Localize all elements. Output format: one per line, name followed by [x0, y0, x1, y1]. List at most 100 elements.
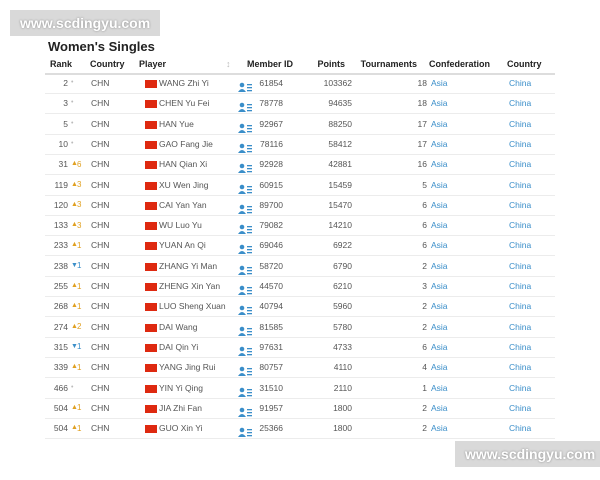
tournaments: 2 — [422, 301, 427, 312]
nation[interactable]: China — [509, 423, 532, 434]
column-header[interactable]: Country — [507, 59, 542, 69]
confederation[interactable]: Asia — [431, 220, 448, 231]
profile-icon[interactable] — [238, 384, 252, 397]
column-header[interactable]: Player — [139, 59, 167, 69]
points: 6790 — [333, 260, 352, 271]
tournaments: 6 — [422, 341, 427, 352]
confederation[interactable]: Asia — [431, 159, 448, 170]
profile-icon[interactable] — [238, 140, 252, 153]
nation[interactable]: China — [509, 179, 532, 190]
column-header[interactable]: Country — [90, 59, 125, 69]
profile-icon[interactable] — [238, 160, 252, 174]
profile-icon[interactable] — [238, 181, 252, 194]
player-name[interactable]: CAI Yan Yan — [159, 199, 207, 210]
nation[interactable]: China — [509, 362, 532, 373]
profile-icon[interactable] — [238, 323, 252, 336]
nation[interactable]: China — [509, 118, 532, 129]
profile-icon[interactable] — [238, 120, 252, 133]
profile-icon[interactable] — [238, 282, 252, 295]
points: 58412 — [328, 138, 352, 149]
profile-glyph — [238, 346, 252, 356]
nation[interactable]: China — [509, 159, 532, 170]
confederation[interactable]: Asia — [431, 240, 448, 251]
confederation[interactable]: Asia — [431, 301, 448, 312]
confederation[interactable]: Asia — [431, 78, 448, 88]
player-name[interactable]: WANG Zhi Yi — [159, 78, 209, 88]
profile-icon[interactable] — [238, 201, 252, 214]
column-header[interactable]: Points — [317, 59, 345, 69]
confederation[interactable]: Asia — [431, 260, 448, 271]
confederation[interactable]: Asia — [431, 199, 448, 210]
player-name[interactable]: DAI Qin Yi — [159, 341, 199, 352]
player-name[interactable]: HAN Yue — [159, 118, 194, 129]
member-id: 91957 — [259, 402, 283, 413]
player-name[interactable]: ZHENG Xin Yan — [159, 281, 221, 291]
profile-icon[interactable] — [238, 262, 252, 275]
nation[interactable]: China — [509, 199, 532, 210]
profile-icon[interactable] — [238, 221, 252, 235]
confederation[interactable]: Asia — [431, 281, 448, 291]
rank-change: 1 — [77, 240, 82, 250]
confederation[interactable]: Asia — [431, 362, 448, 373]
column-header[interactable]: Rank — [49, 59, 72, 69]
column-header[interactable]: Confederation — [429, 59, 491, 69]
player-name[interactable]: WU Luo Yu — [159, 220, 202, 231]
nation[interactable]: China — [509, 78, 532, 88]
nation[interactable]: China — [509, 382, 532, 393]
nation[interactable]: China — [509, 220, 532, 231]
tournaments: 4 — [422, 362, 427, 373]
player-name[interactable]: HAN Qian Xi — [159, 159, 208, 170]
player-name[interactable]: LUO Sheng Xuan — [159, 301, 226, 312]
nation[interactable]: China — [509, 402, 532, 413]
nation[interactable]: China — [509, 240, 532, 251]
nation[interactable]: China — [509, 321, 532, 332]
player-name[interactable]: CHEN Yu Fei — [159, 98, 210, 109]
country-code: CHN — [91, 78, 110, 88]
confederation[interactable]: Asia — [431, 179, 448, 190]
tournaments: 2 — [422, 423, 427, 434]
player-name[interactable]: ZHANG Yi Man — [159, 260, 218, 271]
member-id: 80757 — [259, 362, 283, 373]
nation[interactable]: China — [509, 98, 532, 109]
profile-icon[interactable] — [238, 241, 252, 255]
profile-icon[interactable] — [238, 79, 252, 92]
profile-icon[interactable] — [238, 363, 252, 377]
profile-icon[interactable] — [238, 343, 252, 356]
flag — [145, 262, 157, 271]
confederation[interactable]: Asia — [431, 98, 448, 109]
nation[interactable]: China — [509, 138, 532, 149]
nation[interactable]: China — [509, 341, 532, 352]
nation[interactable]: China — [509, 260, 532, 271]
confederation[interactable]: Asia — [431, 341, 448, 352]
confederation[interactable]: Asia — [431, 402, 448, 413]
rank: 339 — [53, 362, 68, 373]
profile-icon[interactable] — [238, 302, 252, 316]
rank-trend: ▼ — [71, 261, 78, 269]
column-header[interactable]: Tournaments — [360, 59, 417, 69]
row-divider — [45, 377, 555, 379]
profile-icon[interactable] — [238, 99, 252, 113]
profile-icon[interactable] — [238, 404, 252, 417]
profile-icon[interactable] — [238, 424, 252, 438]
player-name[interactable]: GUO Xin Yi — [159, 423, 203, 434]
confederation[interactable]: Asia — [431, 423, 448, 434]
player-name[interactable]: JIA Zhi Fan — [159, 402, 202, 413]
player-name[interactable]: YANG Jing Rui — [159, 362, 216, 373]
player-name[interactable]: XU Wen Jing — [159, 179, 209, 190]
nation[interactable]: China — [509, 301, 532, 312]
player-name[interactable]: YUAN An Qi — [159, 240, 206, 251]
confederation[interactable]: Asia — [431, 321, 448, 332]
country-code: CHN — [91, 402, 110, 413]
flag — [145, 80, 157, 88]
player-name[interactable]: GAO Fang Jie — [159, 138, 213, 149]
column-header[interactable]: Member ID — [246, 59, 293, 69]
confederation[interactable]: Asia — [431, 118, 448, 129]
player-name[interactable]: DAI Wang — [159, 321, 198, 332]
nation[interactable]: China — [509, 281, 532, 291]
confederation[interactable]: Asia — [431, 382, 448, 393]
profile-glyph — [238, 245, 252, 255]
player-name[interactable]: YIN Yi Qing — [159, 382, 203, 393]
confederation[interactable]: Asia — [431, 138, 448, 149]
member-id: 44570 — [259, 281, 283, 291]
table-title: Women's Singles — [48, 39, 155, 54]
